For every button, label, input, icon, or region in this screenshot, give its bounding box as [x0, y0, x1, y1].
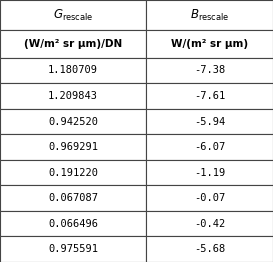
- Text: 0.969291: 0.969291: [48, 142, 98, 152]
- Bar: [146, 134, 273, 160]
- Text: $G_{\mathrm{rescale}}$: $G_{\mathrm{rescale}}$: [53, 8, 93, 23]
- Text: -5.68: -5.68: [194, 244, 225, 254]
- Bar: [146, 211, 273, 236]
- Bar: [146, 109, 273, 134]
- Text: 0.942520: 0.942520: [48, 117, 98, 127]
- Text: -1.19: -1.19: [194, 168, 225, 178]
- Text: -7.38: -7.38: [194, 66, 225, 75]
- Text: $B_{\mathrm{rescale}}$: $B_{\mathrm{rescale}}$: [190, 8, 229, 23]
- Text: -7.61: -7.61: [194, 91, 225, 101]
- Bar: [0, 109, 146, 134]
- Text: 1.209843: 1.209843: [48, 91, 98, 101]
- Text: 0.191220: 0.191220: [48, 168, 98, 178]
- Text: 0.067087: 0.067087: [48, 193, 98, 203]
- Text: 1.180709: 1.180709: [48, 66, 98, 75]
- Bar: [0, 30, 146, 58]
- Bar: [146, 58, 273, 83]
- Bar: [146, 236, 273, 262]
- Bar: [146, 83, 273, 109]
- Bar: [0, 134, 146, 160]
- Bar: [0, 211, 146, 236]
- Text: 0.975591: 0.975591: [48, 244, 98, 254]
- Bar: [146, 185, 273, 211]
- Bar: [0, 185, 146, 211]
- Bar: [0, 58, 146, 83]
- Text: (W/m² sr μm)/DN: (W/m² sr μm)/DN: [24, 39, 122, 49]
- Text: W/(m² sr μm): W/(m² sr μm): [171, 39, 248, 49]
- Text: -5.94: -5.94: [194, 117, 225, 127]
- Text: -0.07: -0.07: [194, 193, 225, 203]
- Bar: [0, 236, 146, 262]
- Bar: [0, 83, 146, 109]
- Bar: [0, 160, 146, 185]
- Text: -6.07: -6.07: [194, 142, 225, 152]
- Bar: [146, 160, 273, 185]
- Text: 0.066496: 0.066496: [48, 219, 98, 229]
- Bar: [146, 30, 273, 58]
- Bar: [146, 0, 273, 30]
- Bar: [0, 0, 146, 30]
- Text: -0.42: -0.42: [194, 219, 225, 229]
